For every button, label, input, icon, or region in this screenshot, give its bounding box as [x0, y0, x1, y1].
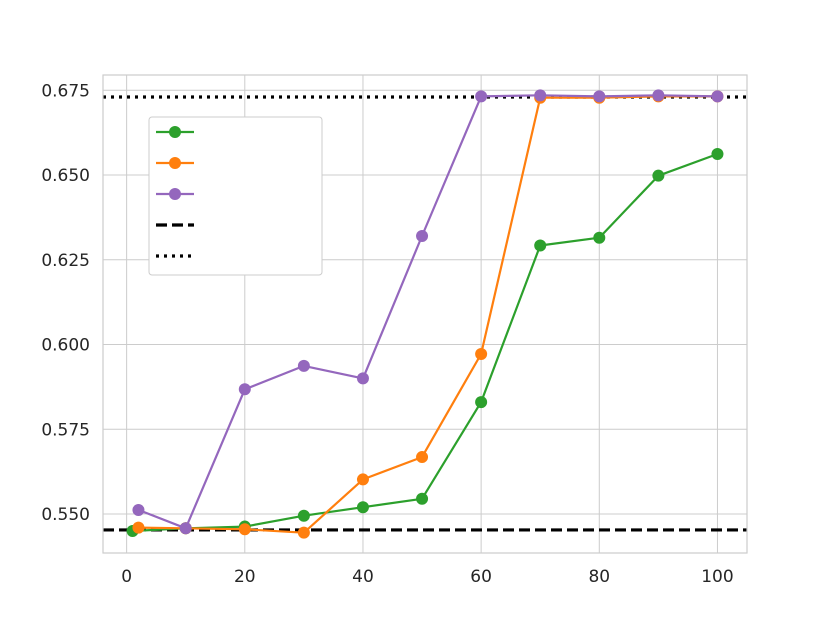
y-axis-ticks: 0.550 0.575 0.600 0.625 0.650 0.675 [41, 81, 90, 525]
data-point [475, 348, 488, 361]
x-tick-label: 100 [701, 567, 733, 587]
legend-entry-2 [156, 157, 194, 169]
data-point [179, 522, 192, 535]
data-point [534, 89, 547, 102]
data-point [356, 372, 369, 385]
data-point [593, 231, 606, 244]
axes-frame [102, 74, 748, 554]
data-point [238, 523, 251, 536]
data-point [238, 383, 251, 396]
series-3 [132, 89, 724, 535]
y-tick-label: 0.625 [41, 251, 90, 271]
data-series [126, 89, 724, 539]
y-tick-label: 0.550 [41, 505, 90, 525]
data-point [416, 230, 429, 243]
data-point [132, 521, 145, 534]
data-point [652, 169, 665, 182]
legend-marker [169, 126, 181, 138]
legend [148, 116, 323, 276]
data-point [297, 359, 310, 372]
legend-box [148, 116, 323, 276]
x-axis-ticks: 0 20 40 60 80 100 [121, 567, 733, 587]
data-point [416, 492, 429, 505]
data-point [652, 89, 665, 102]
legend-entry-1 [156, 126, 194, 138]
x-tick-label: 60 [470, 567, 492, 587]
data-point [416, 451, 429, 464]
data-point [297, 526, 310, 539]
data-point [132, 503, 145, 516]
y-tick-label: 0.650 [41, 166, 90, 186]
legend-marker [169, 188, 181, 200]
y-tick-label: 0.675 [41, 81, 90, 101]
x-tick-label: 40 [352, 567, 374, 587]
legend-entry-3 [156, 188, 194, 200]
y-tick-label: 0.600 [41, 336, 90, 356]
data-point [475, 396, 488, 409]
data-point [475, 90, 488, 103]
data-point [593, 90, 606, 103]
data-point [711, 90, 724, 103]
x-tick-label: 20 [234, 567, 256, 587]
y-tick-label: 0.575 [41, 420, 90, 440]
data-point [356, 501, 369, 514]
legend-marker [169, 157, 181, 169]
data-point [297, 509, 310, 522]
x-tick-label: 0 [121, 567, 132, 587]
x-tick-label: 80 [588, 567, 610, 587]
data-point [356, 473, 369, 486]
data-point [711, 147, 724, 160]
data-point [534, 239, 547, 252]
